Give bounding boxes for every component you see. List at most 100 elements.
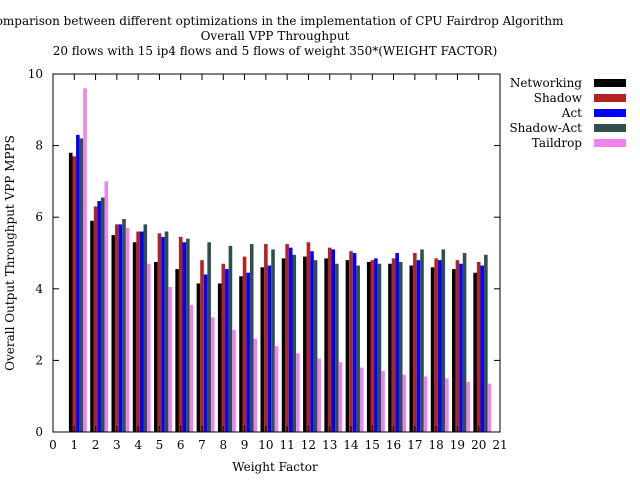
x-tick-label: 10 — [258, 438, 273, 452]
bar-shadow — [178, 236, 183, 432]
bar-act — [331, 249, 336, 432]
bar-act — [416, 260, 421, 432]
bar-networking — [303, 256, 307, 432]
plot-frame — [52, 73, 501, 433]
x-tick-label: 21 — [492, 438, 507, 452]
bar-shadow-act — [484, 254, 488, 432]
bar-shadow — [476, 261, 481, 432]
x-tick-label: 4 — [134, 438, 142, 452]
bar-act — [288, 247, 293, 432]
bar-act — [310, 251, 314, 432]
y-tick-label: 8 — [35, 139, 43, 153]
bar-shadow-act — [122, 218, 126, 432]
chart-title-line-2: Overall VPP Throughput — [201, 29, 350, 43]
bar-taildrop — [487, 383, 492, 432]
bar-shadow — [370, 260, 375, 432]
x-tick-label: 6 — [177, 438, 185, 452]
bar-act — [76, 134, 80, 433]
bar-shadow — [434, 258, 438, 432]
bar-shadow — [93, 206, 98, 432]
bar-shadow — [391, 258, 396, 432]
bar-networking — [175, 269, 179, 432]
x-tick-label: 12 — [301, 438, 316, 452]
bar-shadow-act — [462, 253, 467, 432]
legend-swatch-networking — [594, 79, 626, 87]
bar-taildrop — [402, 374, 407, 432]
x-tick-label: 5 — [156, 438, 164, 452]
bar-taildrop — [104, 181, 109, 432]
bar-act — [97, 201, 101, 432]
legend-swatch-taildrop — [594, 139, 626, 147]
bar-taildrop — [125, 227, 130, 432]
bar-shadow — [157, 233, 162, 432]
x-tick-label: 19 — [450, 438, 465, 452]
bar-taildrop — [210, 317, 215, 432]
x-tick-label: 8 — [219, 438, 227, 452]
bar-networking — [388, 263, 392, 432]
bar-taildrop — [317, 358, 321, 432]
bar-taildrop — [296, 353, 300, 432]
bar-networking — [68, 152, 73, 432]
bar-networking — [473, 272, 477, 432]
bar-shadow — [242, 256, 247, 432]
bar-act — [352, 253, 357, 432]
bar-shadow — [413, 253, 417, 432]
legend-swatch-shadow-act — [594, 124, 626, 132]
bar-shadow — [285, 244, 289, 432]
bars — [68, 88, 492, 433]
bar-networking — [196, 283, 201, 432]
bar-networking — [111, 235, 116, 432]
bar-taildrop — [423, 376, 428, 432]
y-tick-label: 0 — [35, 425, 43, 439]
bar-shadow-act — [186, 238, 190, 432]
bar-networking — [281, 258, 286, 432]
bar-networking — [452, 269, 456, 432]
bar-taildrop — [147, 263, 151, 432]
x-tick-label: 0 — [49, 438, 57, 452]
bar-networking — [154, 261, 158, 432]
bar-networking — [132, 242, 137, 432]
bar-taildrop — [359, 367, 364, 432]
bar-act — [203, 274, 208, 432]
legend-label-shadow-act: Shadow-Act — [509, 121, 582, 135]
x-tick-label: 20 — [471, 438, 486, 452]
x-tick-label: 7 — [198, 438, 206, 452]
bar-taildrop — [253, 338, 258, 432]
bar-shadow-act — [164, 231, 169, 432]
bar-act — [395, 253, 399, 432]
bar-shadow — [115, 224, 119, 432]
x-tick-label: 17 — [407, 438, 422, 452]
chart-title-line-3: 20 flows with 15 ip4 flows and 5 flows o… — [53, 44, 498, 58]
bar-act — [139, 231, 144, 432]
bar-act — [459, 263, 463, 432]
x-axis-title: Weight Factor — [232, 460, 318, 474]
bar-networking — [324, 258, 328, 432]
bar-networking — [366, 261, 371, 432]
x-tick-label: 13 — [322, 438, 337, 452]
bar-shadow — [200, 260, 204, 432]
bar-act — [246, 272, 250, 432]
bar-networking — [90, 220, 94, 432]
bar-taildrop — [381, 371, 385, 432]
bar-shadow-act — [356, 265, 360, 432]
bar-shadow-act — [335, 263, 339, 432]
bar-networking — [239, 276, 243, 432]
bar-shadow-act — [441, 249, 446, 432]
bar-shadow-act — [292, 254, 297, 432]
bar-shadow — [72, 156, 77, 432]
bar-shadow-act — [143, 224, 148, 432]
bar-taildrop — [445, 378, 449, 432]
legend-swatch-shadow — [594, 94, 626, 102]
bar-shadow-act — [271, 249, 275, 432]
bar-taildrop — [189, 304, 194, 432]
y-tick-label: 2 — [35, 353, 43, 367]
bar-shadow-act — [313, 260, 318, 432]
bar-taildrop — [168, 287, 172, 432]
bar-act — [182, 242, 187, 432]
bar-networking — [260, 267, 265, 432]
bar-act — [374, 258, 378, 432]
x-tick-label: 3 — [113, 438, 121, 452]
bar-shadow — [327, 247, 332, 432]
bar-act — [480, 265, 485, 432]
bar-act — [118, 224, 123, 432]
